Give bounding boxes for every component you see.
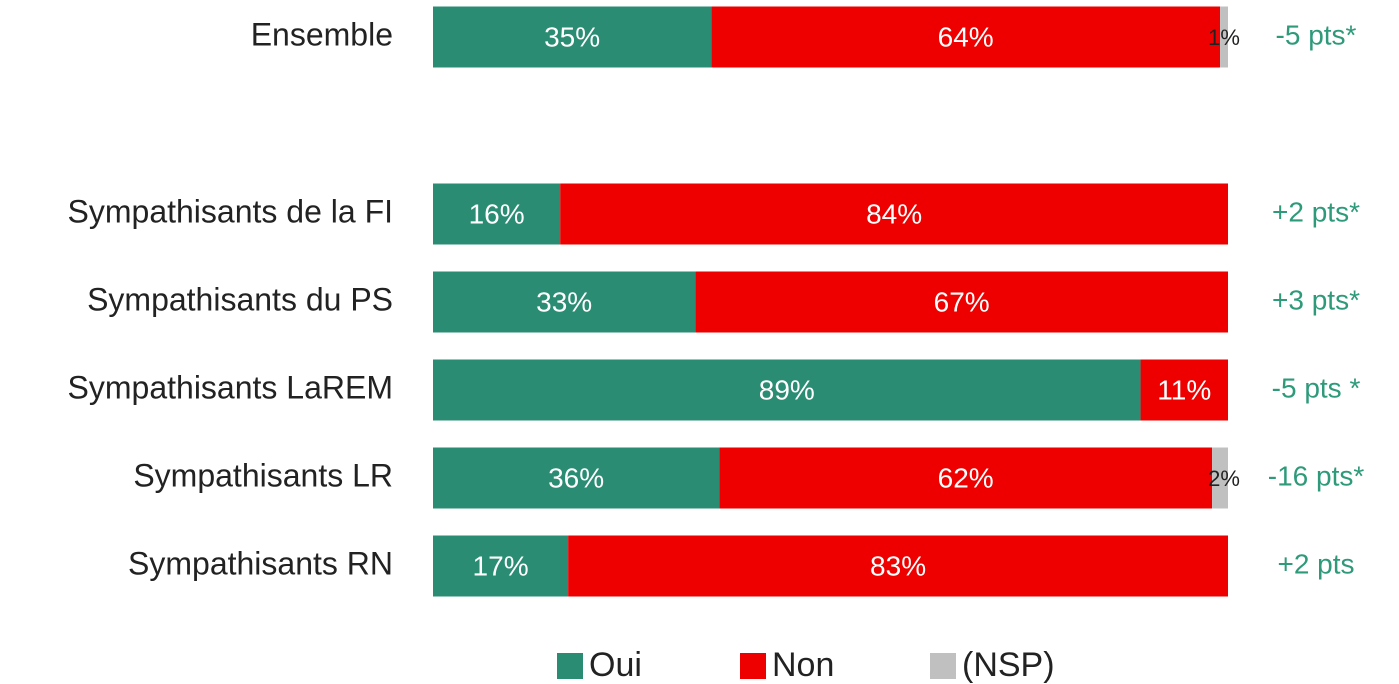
legend-label: Non bbox=[772, 646, 834, 684]
bar-segment bbox=[433, 183, 561, 245]
bar-segment bbox=[1220, 6, 1228, 68]
legend-label: (NSP) bbox=[962, 646, 1055, 684]
category-label: Sympathisants LaREM bbox=[68, 369, 393, 405]
bar-segment bbox=[433, 535, 569, 597]
bar-segment bbox=[1140, 359, 1228, 421]
category-label: Sympathisants RN bbox=[128, 545, 393, 581]
bar-segment bbox=[433, 271, 696, 333]
value-label: 64% bbox=[938, 21, 994, 52]
value-label: 11% bbox=[1157, 374, 1211, 405]
value-label: 17% bbox=[473, 550, 529, 581]
bar-segment bbox=[719, 447, 1213, 509]
value-label: 83% bbox=[870, 550, 926, 581]
annotation: -16 pts* bbox=[1268, 460, 1365, 491]
category-label: Sympathisants du PS bbox=[87, 281, 393, 317]
bar-segment bbox=[695, 271, 1228, 333]
category-label: Sympathisants LR bbox=[133, 457, 393, 493]
legend-swatch bbox=[557, 653, 583, 679]
legend-swatch bbox=[740, 653, 766, 679]
value-label: 62% bbox=[938, 462, 994, 493]
annotation: +3 pts* bbox=[1272, 284, 1360, 315]
bar-segment bbox=[1212, 447, 1228, 509]
annotation: +2 pts* bbox=[1272, 196, 1360, 227]
category-label: Ensemble bbox=[251, 16, 393, 52]
bar-segment bbox=[568, 535, 1228, 597]
value-label: 89% bbox=[759, 374, 815, 405]
bar-segment bbox=[433, 359, 1141, 421]
legend-swatch bbox=[930, 653, 956, 679]
annotation: -5 pts * bbox=[1272, 372, 1361, 403]
value-label: 2% bbox=[1208, 466, 1240, 491]
value-label: 35% bbox=[544, 21, 600, 52]
annotation: +2 pts bbox=[1277, 548, 1354, 579]
value-label: 33% bbox=[536, 286, 592, 317]
bar-segment bbox=[433, 447, 720, 509]
annotation: -5 pts* bbox=[1276, 19, 1357, 50]
value-label: 67% bbox=[934, 286, 990, 317]
legend-label: Oui bbox=[589, 646, 642, 684]
bar-segment bbox=[433, 6, 712, 68]
value-label: 84% bbox=[866, 198, 922, 229]
bar-segment bbox=[711, 6, 1221, 68]
value-label: 1% bbox=[1208, 25, 1240, 50]
category-label: Sympathisants de la FI bbox=[68, 193, 393, 229]
value-label: 36% bbox=[548, 462, 604, 493]
value-label: 16% bbox=[469, 198, 525, 229]
bar-segment bbox=[560, 183, 1228, 245]
